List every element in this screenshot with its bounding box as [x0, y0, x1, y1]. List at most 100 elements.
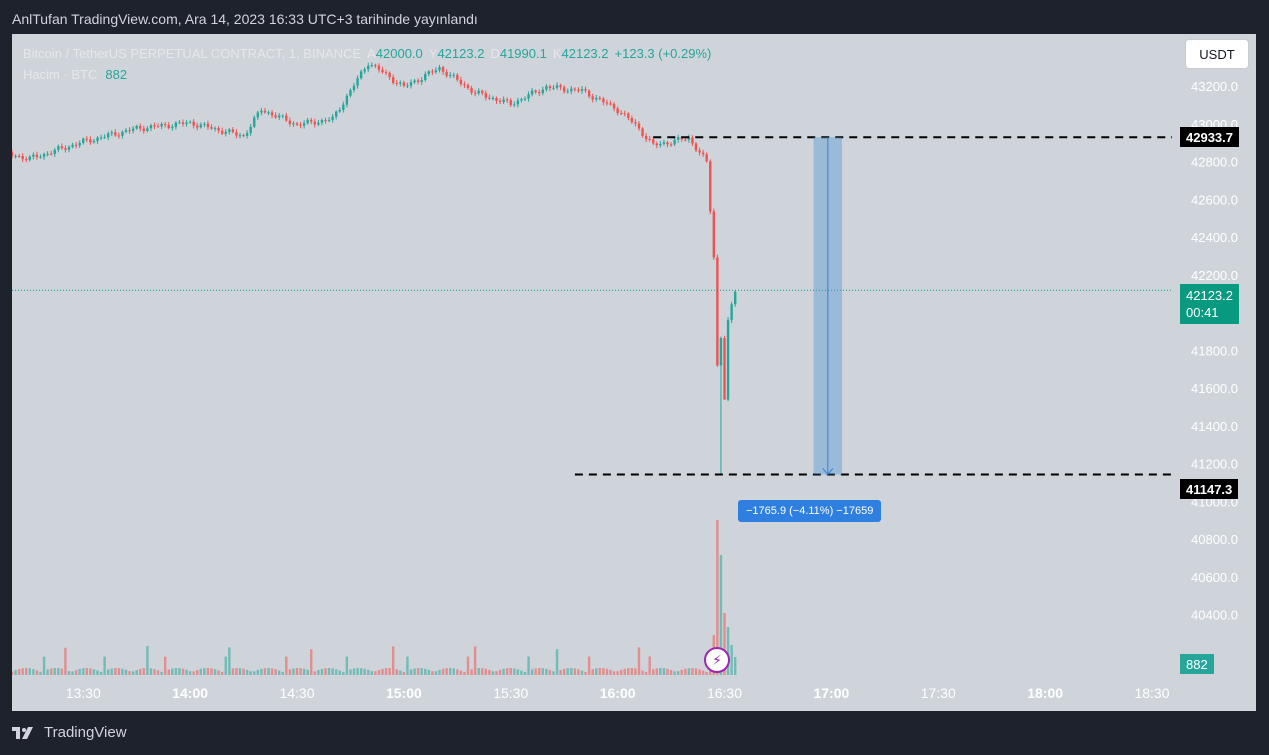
volume-bar	[85, 668, 89, 675]
volume-bar	[356, 668, 359, 675]
countdown-value: 00:41	[1186, 305, 1219, 320]
volume-bar	[655, 668, 659, 675]
price-chart[interactable]: 43200.043000.042800.042600.042400.042200…	[12, 34, 1256, 711]
candle-body	[142, 128, 146, 132]
volume-bar	[25, 668, 28, 675]
volume-bar	[559, 669, 562, 675]
candle-body	[89, 139, 92, 143]
lightning-icon[interactable]: ⚡	[704, 647, 730, 673]
candle-body	[580, 89, 584, 91]
volume-bar	[420, 668, 423, 675]
chart-panel[interactable]: 43200.0 43000.0 42800.0 42600.0 42400.0 42200…	[12, 34, 1256, 711]
last-price-tag: 42123.2 00:41	[1180, 284, 1239, 324]
candle-body	[391, 77, 395, 83]
candle-body	[285, 115, 288, 121]
volume-bar	[666, 668, 669, 675]
volume-bar	[306, 669, 309, 675]
volume-bar	[637, 647, 641, 675]
volume-bar	[12, 671, 14, 675]
volume-bar	[114, 668, 117, 675]
candle-body	[228, 129, 231, 132]
volume-bar	[384, 668, 388, 675]
volume-bar	[466, 656, 470, 675]
candle-body	[334, 111, 338, 117]
volume-bar	[730, 645, 733, 675]
candle-body	[676, 137, 680, 140]
candle-body	[342, 104, 345, 110]
candle-body	[231, 129, 235, 133]
volume-bar	[74, 670, 78, 675]
candle-body	[388, 72, 391, 78]
x-tick-label: 16:00	[600, 685, 636, 701]
volume-bar	[163, 656, 167, 675]
open-value: 42000.0	[375, 46, 423, 61]
volume-bar	[516, 669, 520, 675]
candle-body	[413, 80, 416, 83]
y-tick-label: 41400.0	[1191, 419, 1238, 434]
volume-bar	[249, 671, 252, 675]
volume-bar	[520, 670, 523, 675]
volume-bar	[548, 669, 552, 675]
candle-body	[135, 125, 138, 129]
candle-body	[174, 122, 178, 127]
candle-body	[712, 211, 716, 258]
candle-body	[552, 87, 555, 89]
volume-bar	[627, 668, 630, 675]
high-value: 42123.2	[437, 46, 485, 61]
candle-body	[110, 132, 113, 134]
candle-body	[698, 150, 701, 153]
candle-body	[359, 71, 363, 79]
candle-body	[274, 115, 277, 118]
volume-bar	[185, 669, 188, 675]
volume-bar	[562, 668, 566, 675]
candle-body	[591, 96, 594, 100]
volume-bar	[434, 671, 438, 675]
volume-bar	[577, 669, 580, 675]
volume-bar	[274, 669, 277, 675]
candle-body	[630, 117, 634, 123]
candle-body	[220, 130, 224, 134]
candle-body	[733, 291, 737, 305]
volume-bar	[228, 647, 231, 675]
symbol-title: Bitcoin / TetherUS PERPETUAL CONTRACT, 1…	[23, 46, 362, 61]
volume-bar	[680, 669, 683, 675]
candle-body	[684, 139, 687, 141]
candle-body	[49, 153, 53, 155]
volume-bar	[388, 668, 391, 675]
volume-bar	[110, 668, 113, 675]
volume-bar	[652, 669, 655, 675]
volume-bar	[313, 671, 317, 675]
candle-body	[367, 65, 370, 70]
volume-bar	[299, 668, 302, 675]
volume-bar	[103, 656, 106, 675]
candle-body	[320, 120, 324, 123]
volume-bar	[196, 670, 199, 675]
currency-button[interactable]: USDT	[1185, 39, 1249, 69]
volume-bar	[570, 668, 573, 675]
volume-bar	[541, 668, 545, 675]
upper-level-tag: 42933.7	[1180, 127, 1239, 147]
candle-body	[491, 97, 495, 99]
candle-body	[541, 89, 545, 94]
volume-bar	[213, 669, 217, 675]
x-tick-label: 18:30	[1134, 685, 1169, 701]
volume-bar	[35, 670, 39, 675]
volume-bar	[245, 669, 249, 675]
candle-body	[612, 103, 616, 109]
candle-body	[117, 135, 121, 137]
candle-body	[534, 90, 537, 92]
candle-body	[619, 113, 623, 115]
candle-body	[106, 133, 110, 138]
candle-body	[427, 71, 431, 75]
volume-bar	[295, 668, 299, 675]
close-value: 42123.2	[561, 46, 609, 61]
volume-bar	[406, 656, 409, 675]
candle-body	[395, 82, 398, 84]
volume-bar	[495, 671, 498, 675]
candle-body	[381, 69, 384, 73]
volume-bar	[235, 668, 238, 675]
volume-bar	[106, 669, 110, 675]
change-value: +123.3 (+0.29%)	[614, 46, 712, 61]
volume-bar	[131, 671, 135, 675]
lower-level-tag: 41147.3	[1180, 479, 1239, 499]
